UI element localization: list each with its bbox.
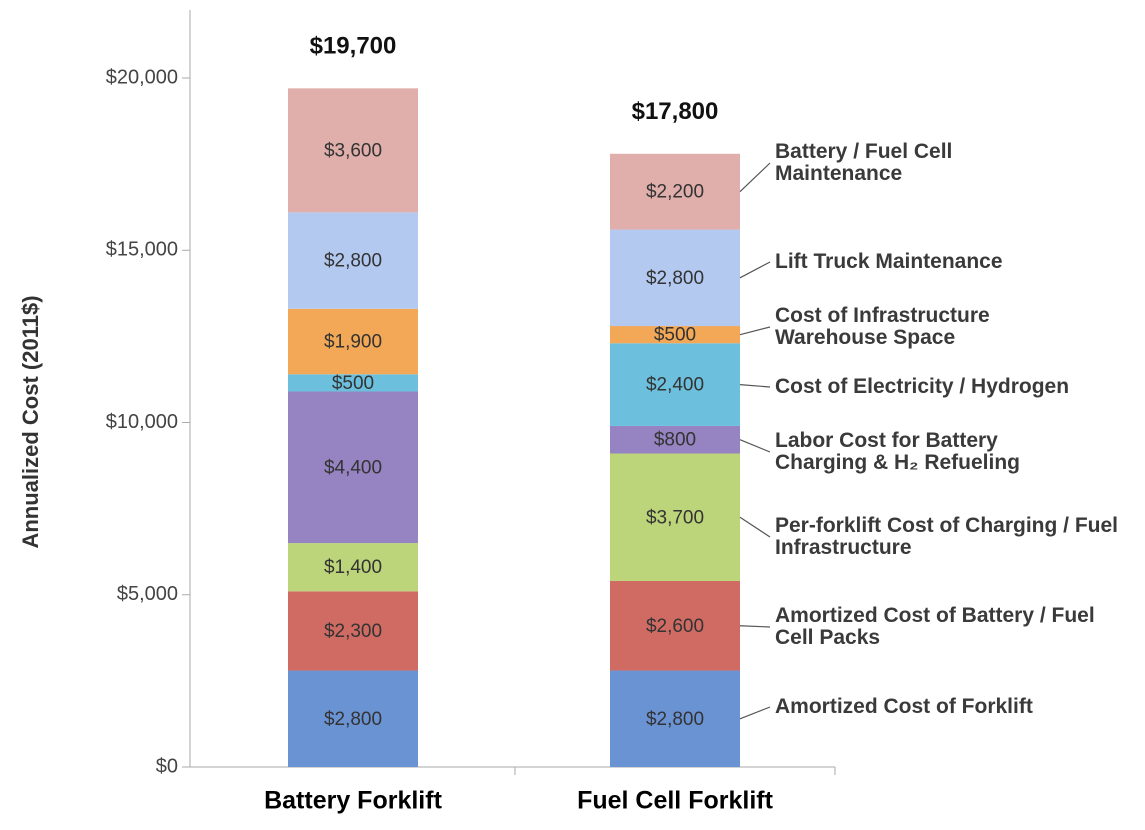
bar-segment bbox=[610, 229, 740, 327]
bar-segment bbox=[288, 591, 418, 671]
legend-label: Labor Cost for Battery Charging & H₂ Ref… bbox=[775, 429, 1020, 474]
bar-segment bbox=[288, 308, 418, 375]
legend-label: Battery / Fuel Cell Maintenance bbox=[775, 140, 953, 185]
y-tick-label: $20,000 bbox=[106, 66, 178, 88]
leader-line bbox=[739, 625, 771, 628]
x-tick-label: Fuel Cell Forklift bbox=[577, 787, 774, 815]
bar-segment bbox=[610, 580, 740, 671]
x-tick-label: Battery Forklift bbox=[264, 787, 442, 815]
value-label: $1,900 bbox=[324, 332, 382, 353]
legend-label: Cost of Electricity / Hydrogen bbox=[775, 375, 1070, 398]
value-label: $4,400 bbox=[324, 457, 382, 478]
y-tick-label: $10,000 bbox=[106, 411, 178, 433]
value-label: $3,600 bbox=[324, 140, 382, 161]
y-tick-label: $15,000 bbox=[106, 239, 178, 261]
bar-segment bbox=[610, 153, 740, 230]
bar-segment bbox=[610, 670, 740, 767]
leader-line bbox=[739, 326, 771, 336]
legend-label: Lift Truck Maintenance bbox=[775, 250, 1003, 273]
value-label: $2,800 bbox=[324, 251, 382, 272]
value-label: $2,800 bbox=[324, 709, 382, 730]
value-label: $3,700 bbox=[646, 507, 704, 528]
bar-segment bbox=[610, 343, 740, 426]
bar-segment bbox=[288, 391, 418, 544]
value-label: $2,800 bbox=[646, 709, 704, 730]
leader-line bbox=[739, 162, 771, 193]
value-label: $500 bbox=[332, 373, 374, 394]
leader-line bbox=[739, 439, 771, 453]
bar-segment bbox=[288, 374, 418, 392]
y-axis-label: Annualized Cost (2011$) bbox=[18, 295, 43, 548]
value-label: $2,800 bbox=[646, 268, 704, 289]
legend-label: Amortized Cost of Forklift bbox=[775, 695, 1033, 718]
legend-label: Per-forklift Cost of Charging / Fuel Inf… bbox=[775, 514, 1119, 559]
bar-segment bbox=[288, 543, 418, 592]
total-label: $19,700 bbox=[310, 33, 397, 60]
value-label: $2,300 bbox=[324, 621, 382, 642]
bar-segment bbox=[288, 212, 418, 309]
bar-segment bbox=[610, 453, 740, 581]
total-label: $17,800 bbox=[632, 98, 719, 125]
legend-label: Amortized Cost of Battery / Fuel Cell Pa… bbox=[775, 604, 1095, 649]
y-tick-label: $5,000 bbox=[117, 583, 178, 605]
y-tick-label: $0 bbox=[156, 755, 178, 777]
bar-segment bbox=[288, 670, 418, 767]
leader-line bbox=[739, 706, 771, 720]
legend-label: Cost of Infrastructure Warehouse Space bbox=[775, 304, 990, 349]
bar-segment bbox=[610, 425, 740, 454]
value-label: $2,400 bbox=[646, 375, 704, 396]
value-label: $800 bbox=[654, 430, 696, 451]
leader-line bbox=[739, 261, 771, 279]
leader-line bbox=[739, 384, 771, 388]
leader-line bbox=[739, 516, 771, 538]
value-label: $2,600 bbox=[646, 616, 704, 637]
bar-segment bbox=[610, 326, 740, 344]
bar-segment bbox=[288, 88, 418, 213]
value-label: $500 bbox=[654, 325, 696, 346]
value-label: $2,200 bbox=[646, 182, 704, 203]
value-label: $1,400 bbox=[324, 557, 382, 578]
